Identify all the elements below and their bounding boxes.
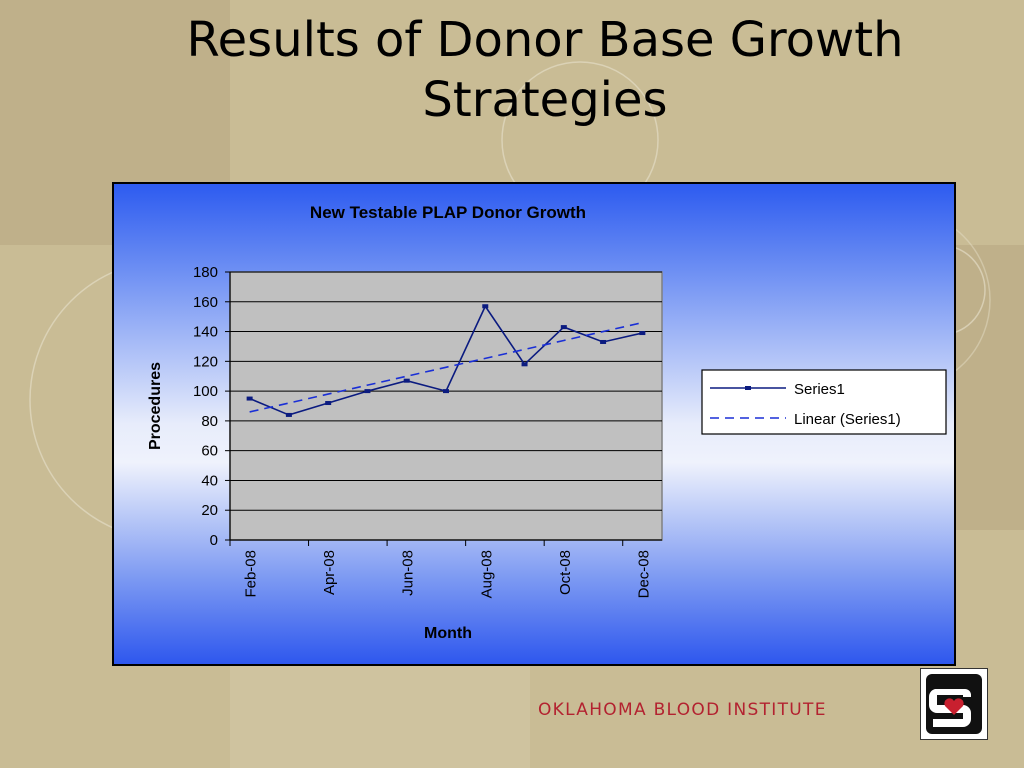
y-tick-label: 60: [201, 443, 218, 460]
data-point: [560, 325, 567, 330]
data-point: [285, 412, 292, 417]
organization-name: OKLAHOMA BLOOD INSTITUTE: [538, 700, 827, 720]
legend-label: Series1: [794, 381, 845, 398]
legend-label: Linear (Series1): [794, 411, 901, 428]
data-point: [639, 331, 646, 336]
x-tick-label: Aug-08: [478, 550, 495, 598]
y-tick-label: 180: [193, 264, 218, 281]
chart-title: New Testable PLAP Donor Growth: [310, 203, 586, 222]
y-tick-label: 120: [193, 353, 218, 370]
plot-area: [229, 271, 663, 541]
data-point: [600, 339, 607, 344]
line-chart: New Testable PLAP Donor Growth 0 20 40 60 80 1…: [147, 203, 947, 642]
x-tick-label: Jun-08: [400, 550, 417, 596]
data-point: [403, 378, 410, 383]
y-tick-label: 0: [210, 532, 218, 549]
x-tick-label: Dec-08: [635, 550, 652, 598]
y-tick-label: 140: [193, 324, 218, 341]
trendline-series: [249, 321, 643, 413]
legend-marker: [745, 386, 751, 390]
slide-title-line1: Results of Donor Base Growth: [186, 12, 904, 68]
y-axis-label: Procedures: [147, 362, 164, 450]
y-tick-label: 40: [201, 472, 218, 489]
x-axis-label: Month: [424, 625, 472, 642]
data-point: [482, 304, 489, 309]
x-tick-label: Oct-08: [557, 550, 574, 595]
legend-box: [701, 369, 947, 435]
data-point: [443, 389, 449, 394]
chart-container: New Testable PLAP Donor Growth 0 20 40 60 80 1…: [112, 182, 956, 666]
x-tick-label: Feb-08: [243, 550, 260, 598]
y-tick-label: 80: [201, 413, 218, 430]
blood-drop-heart-logo-icon: [920, 668, 988, 740]
y-tick-label: 100: [193, 383, 218, 400]
data-point: [325, 401, 332, 406]
data-point: [246, 396, 253, 401]
y-tick-label: 20: [201, 502, 218, 519]
data-point: [521, 362, 528, 367]
y-tick-label: 160: [193, 294, 218, 311]
x-tick-label: Apr-08: [321, 550, 338, 595]
slide-title: Results of Donor Base Growth Strategies: [0, 10, 1024, 130]
data-point: [364, 389, 371, 394]
slide-title-line2: Strategies: [422, 72, 668, 128]
